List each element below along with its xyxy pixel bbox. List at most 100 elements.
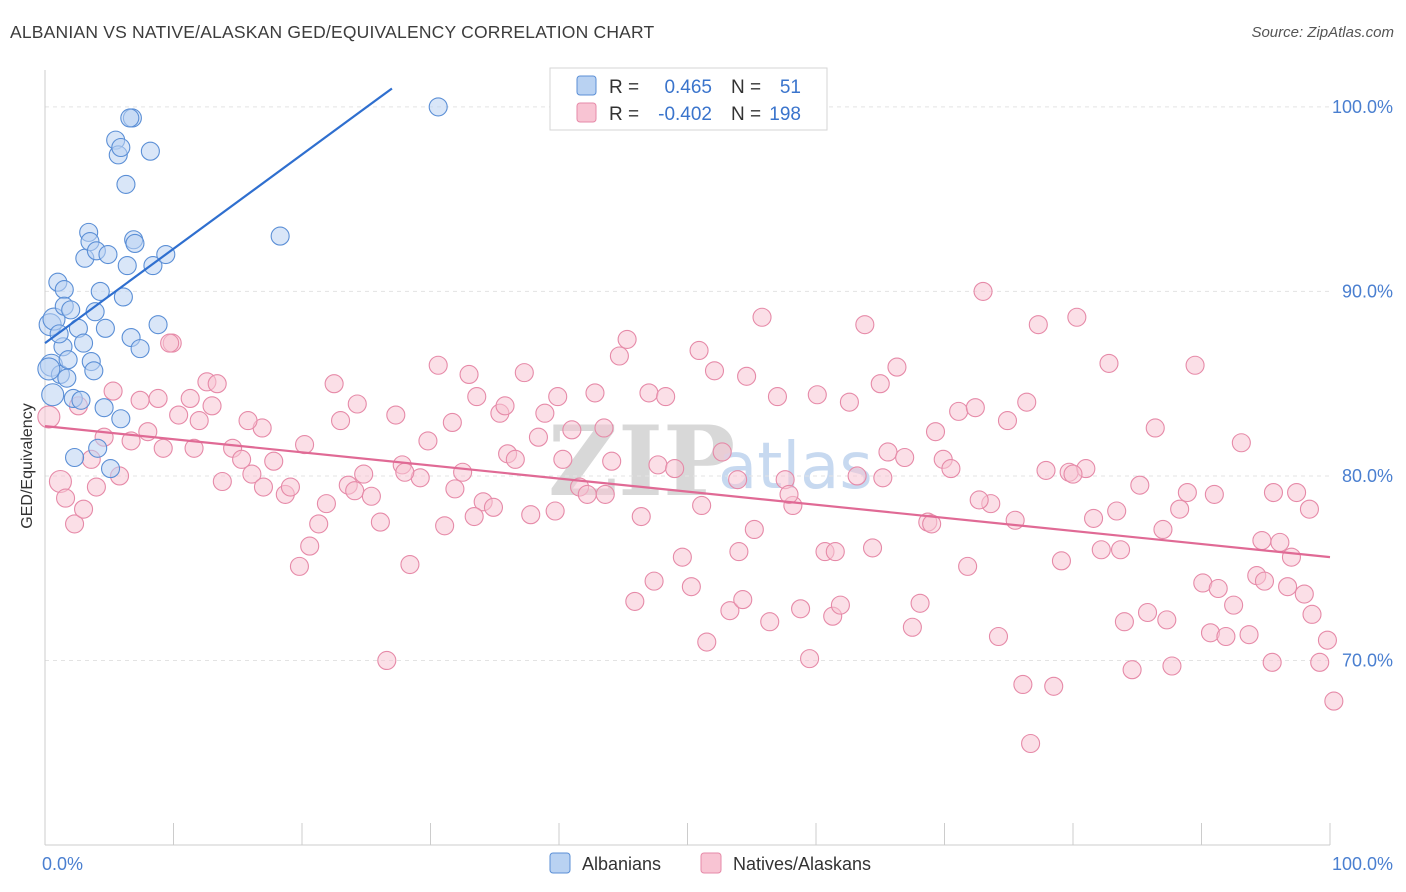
bottom-legend-swatch-albanians [549,852,571,874]
point-natives-alaskans [521,505,541,525]
point-natives-alaskans [922,514,942,534]
point-natives-alaskans [870,374,890,394]
point-albanians [117,256,137,276]
point-natives-alaskans [887,357,907,377]
point-natives-alaskans [74,499,94,519]
point-natives-alaskans [1262,652,1282,672]
point-natives-alaskans [1091,540,1111,560]
point-natives-alaskans [712,442,732,462]
x-tick-label-max: 100.0% [1332,854,1393,874]
point-natives-alaskans [400,554,420,575]
bottom-legend-label-natives: Natives/Alaskans [733,854,871,874]
point-natives-alaskans [1137,602,1158,623]
point-natives-alaskans [354,464,374,484]
point-natives-alaskans [553,449,573,469]
point-natives-alaskans [656,387,676,407]
point-natives-alaskans [169,405,189,425]
point-natives-alaskans [1028,315,1048,335]
point-natives-alaskans [969,490,989,510]
legend-r-label-natives: R = [609,104,639,125]
point-natives-alaskans [435,516,455,536]
point-natives-alaskans [1114,612,1134,632]
trendlines [44,87,1331,559]
point-natives-alaskans [988,626,1009,647]
point-natives-alaskans [528,427,548,447]
point-natives-alaskans [617,329,637,349]
point-natives-alaskans [1013,674,1033,695]
point-natives-alaskans [1130,475,1150,495]
point-natives-alaskans [1294,584,1314,604]
point-albanians [94,398,114,418]
point-natives-alaskans [1017,392,1037,412]
point-natives-alaskans [609,346,629,366]
point-albanians [100,459,121,479]
point-albanians [116,174,136,194]
point-natives-alaskans [1317,630,1337,650]
trendline-natives-alaskans [44,425,1331,559]
point-natives-alaskans [825,542,845,562]
point-natives-alaskans [910,593,930,613]
point-natives-alaskans [370,512,390,532]
point-natives-alaskans [56,488,76,508]
point-natives-alaskans [445,479,465,499]
chart-source: Source: ZipAtlas.com [1251,24,1394,41]
point-natives-alaskans [37,405,61,429]
point-natives-alaskans [160,333,180,353]
point-natives-alaskans [184,438,204,458]
point-natives-alaskans [238,411,258,431]
point-albanians [88,438,108,458]
point-natives-alaskans [973,281,993,301]
point-natives-alaskans [878,442,898,462]
point-natives-alaskans [459,364,479,385]
point-natives-alaskans [791,599,811,619]
legend-swatch-albanians [576,75,597,96]
point-natives-alaskans [148,388,168,409]
point-natives-alaskans [1162,656,1182,676]
point-natives-alaskans [1252,530,1272,551]
point-natives-alaskans [1281,547,1301,567]
point-albanians [58,350,78,370]
point-natives-alaskans [644,571,664,591]
y-tick-labels: 70.0% 80.0% 90.0% 100.0% [1332,97,1393,671]
point-natives-alaskans [672,547,692,567]
point-natives-alaskans [1021,733,1041,754]
point-natives-alaskans [728,470,748,490]
point-natives-alaskans [1216,626,1236,647]
legend: R = 0.465 N = 51 R = -0.402 N = 198 [549,67,828,131]
point-natives-alaskans [505,449,525,469]
legend-r-label-albanians: R = [609,77,639,98]
trendline-albanians [44,87,393,344]
point-albanians [120,108,140,128]
point-natives-alaskans [625,591,645,611]
point-natives-alaskans [428,355,448,375]
point-natives-alaskans [752,307,772,327]
point-natives-alaskans [760,612,780,632]
gridlines [45,106,1330,661]
point-natives-alaskans [594,418,614,438]
point-natives-alaskans [1224,595,1244,615]
point-natives-alaskans [949,401,969,421]
point-natives-alaskans [395,462,415,482]
point-natives-alaskans [483,497,504,517]
bottom-legend-label-albanians: Albanians [582,854,661,874]
point-natives-alaskans [324,374,344,394]
point-natives-alaskans [386,405,406,425]
point-natives-alaskans [1063,464,1083,484]
point-natives-alaskans [1185,355,1205,375]
point-natives-alaskans [958,556,978,576]
point-natives-alaskans [1107,501,1127,521]
point-natives-alaskans [1157,610,1177,630]
point-natives-alaskans [902,617,922,637]
point-natives-alaskans [1278,577,1298,597]
point-natives-alaskans [514,363,534,383]
point-natives-alaskans [330,411,351,431]
point-natives-alaskans [692,495,712,516]
point-natives-alaskans [631,506,651,527]
point-natives-alaskans [264,451,284,471]
point-natives-alaskans [855,315,875,335]
point-natives-alaskans [965,398,985,418]
point-natives-alaskans [467,387,487,407]
point-natives-alaskans [289,556,309,576]
point-natives-alaskans [639,383,659,403]
point-albanians [71,390,91,410]
